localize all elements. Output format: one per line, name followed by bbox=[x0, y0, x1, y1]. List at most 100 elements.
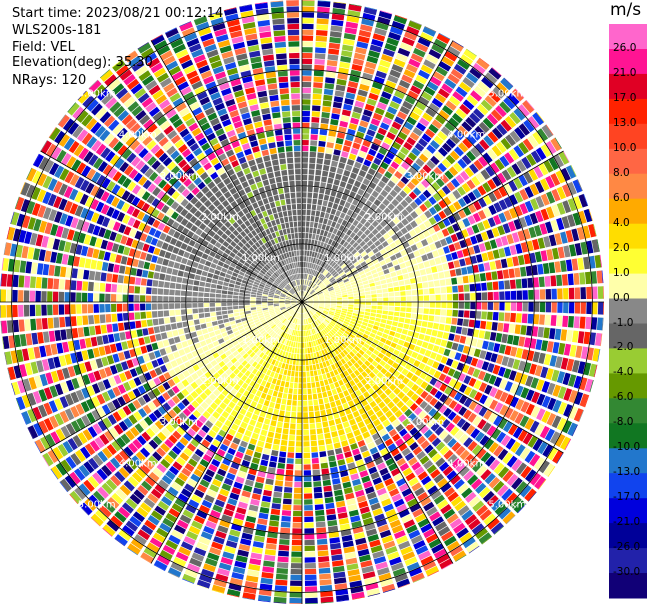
range-gate bbox=[379, 493, 390, 502]
range-gate bbox=[330, 278, 336, 283]
range-gate bbox=[574, 391, 584, 405]
range-gate bbox=[569, 344, 577, 357]
range-gate bbox=[211, 541, 223, 550]
range-gate bbox=[437, 499, 449, 510]
range-gate bbox=[519, 447, 531, 460]
range-gate bbox=[482, 219, 491, 230]
range-gate bbox=[30, 318, 37, 331]
range-gate bbox=[369, 282, 376, 287]
range-gate bbox=[142, 353, 151, 363]
range-gate bbox=[306, 274, 310, 280]
range-gate bbox=[398, 483, 410, 492]
range-gate bbox=[250, 297, 256, 300]
range-gate bbox=[302, 169, 308, 175]
range-gate bbox=[371, 236, 378, 243]
range-gate bbox=[596, 270, 603, 284]
range-gate bbox=[351, 318, 357, 322]
range-gate bbox=[346, 196, 354, 204]
range-gate bbox=[310, 257, 314, 263]
range-gate bbox=[315, 47, 326, 54]
range-gate bbox=[181, 398, 190, 407]
range-gate bbox=[157, 341, 164, 349]
range-gate bbox=[473, 403, 483, 414]
range-gate bbox=[285, 302, 291, 304]
range-gate bbox=[375, 423, 384, 432]
range-gate bbox=[416, 421, 425, 430]
range-gate bbox=[6, 274, 13, 287]
range-gate bbox=[422, 26, 436, 37]
range-gate bbox=[57, 443, 69, 457]
range-gate bbox=[290, 417, 296, 424]
range-gate bbox=[544, 314, 551, 326]
range-gate bbox=[228, 467, 238, 475]
range-gate bbox=[126, 359, 134, 369]
range-gate bbox=[317, 369, 322, 376]
range-gate bbox=[312, 306, 318, 309]
range-gate bbox=[32, 406, 42, 420]
range-gate bbox=[48, 264, 55, 276]
range-gate bbox=[153, 409, 163, 419]
range-gate bbox=[440, 126, 452, 137]
range-gate bbox=[242, 435, 250, 443]
range-gate bbox=[377, 271, 384, 277]
range-gate bbox=[271, 378, 277, 385]
range-gate bbox=[459, 239, 467, 249]
range-gate bbox=[320, 229, 325, 236]
range-gate bbox=[27, 247, 35, 260]
range-gate bbox=[344, 98, 354, 106]
range-gate bbox=[333, 149, 341, 156]
range-gate bbox=[456, 527, 469, 539]
range-gate bbox=[265, 412, 272, 420]
range-gate bbox=[519, 373, 528, 385]
range-gate bbox=[341, 292, 348, 296]
range-gate bbox=[132, 439, 143, 450]
range-gate bbox=[464, 302, 470, 309]
range-gate bbox=[113, 374, 122, 385]
range-gate bbox=[384, 438, 394, 447]
range-gate bbox=[505, 291, 511, 300]
range-gate bbox=[344, 268, 350, 274]
range-gate bbox=[464, 167, 474, 178]
range-gate bbox=[350, 405, 358, 413]
range-gate bbox=[344, 250, 351, 257]
range-gate bbox=[332, 154, 340, 162]
range-gate bbox=[342, 297, 348, 300]
range-gate bbox=[312, 192, 318, 199]
range-gate bbox=[202, 410, 211, 419]
range-gate bbox=[440, 504, 452, 515]
range-gate bbox=[307, 347, 311, 354]
range-gate bbox=[177, 472, 189, 482]
range-gate bbox=[285, 313, 290, 318]
range-gate bbox=[1, 257, 4, 271]
range-gate bbox=[237, 445, 246, 454]
range-gate bbox=[233, 291, 239, 296]
range-gate bbox=[83, 461, 95, 474]
range-gate bbox=[372, 368, 380, 375]
range-gate bbox=[549, 355, 557, 367]
range-gate bbox=[337, 186, 345, 194]
range-gate bbox=[245, 328, 252, 334]
range-gate bbox=[438, 346, 445, 355]
range-gate bbox=[525, 265, 533, 276]
range-gate bbox=[346, 375, 353, 382]
range-gate bbox=[302, 383, 307, 389]
range-gate bbox=[47, 304, 53, 316]
range-gate bbox=[315, 41, 327, 48]
range-gate bbox=[250, 462, 259, 470]
range-gate bbox=[447, 453, 458, 464]
range-gate bbox=[402, 432, 412, 442]
range-gate bbox=[307, 262, 310, 268]
range-gate bbox=[478, 330, 485, 339]
range-gate bbox=[114, 453, 125, 465]
range-gate bbox=[297, 307, 300, 313]
range-gate bbox=[123, 446, 134, 457]
range-gate bbox=[557, 246, 565, 259]
range-gate bbox=[69, 490, 82, 504]
range-gate bbox=[306, 342, 310, 348]
range-gate bbox=[404, 31, 418, 41]
range-gate bbox=[291, 406, 297, 412]
range-gate bbox=[130, 267, 137, 276]
range-gate bbox=[440, 356, 448, 364]
range-gate bbox=[476, 504, 489, 517]
range-gate bbox=[332, 8, 346, 15]
